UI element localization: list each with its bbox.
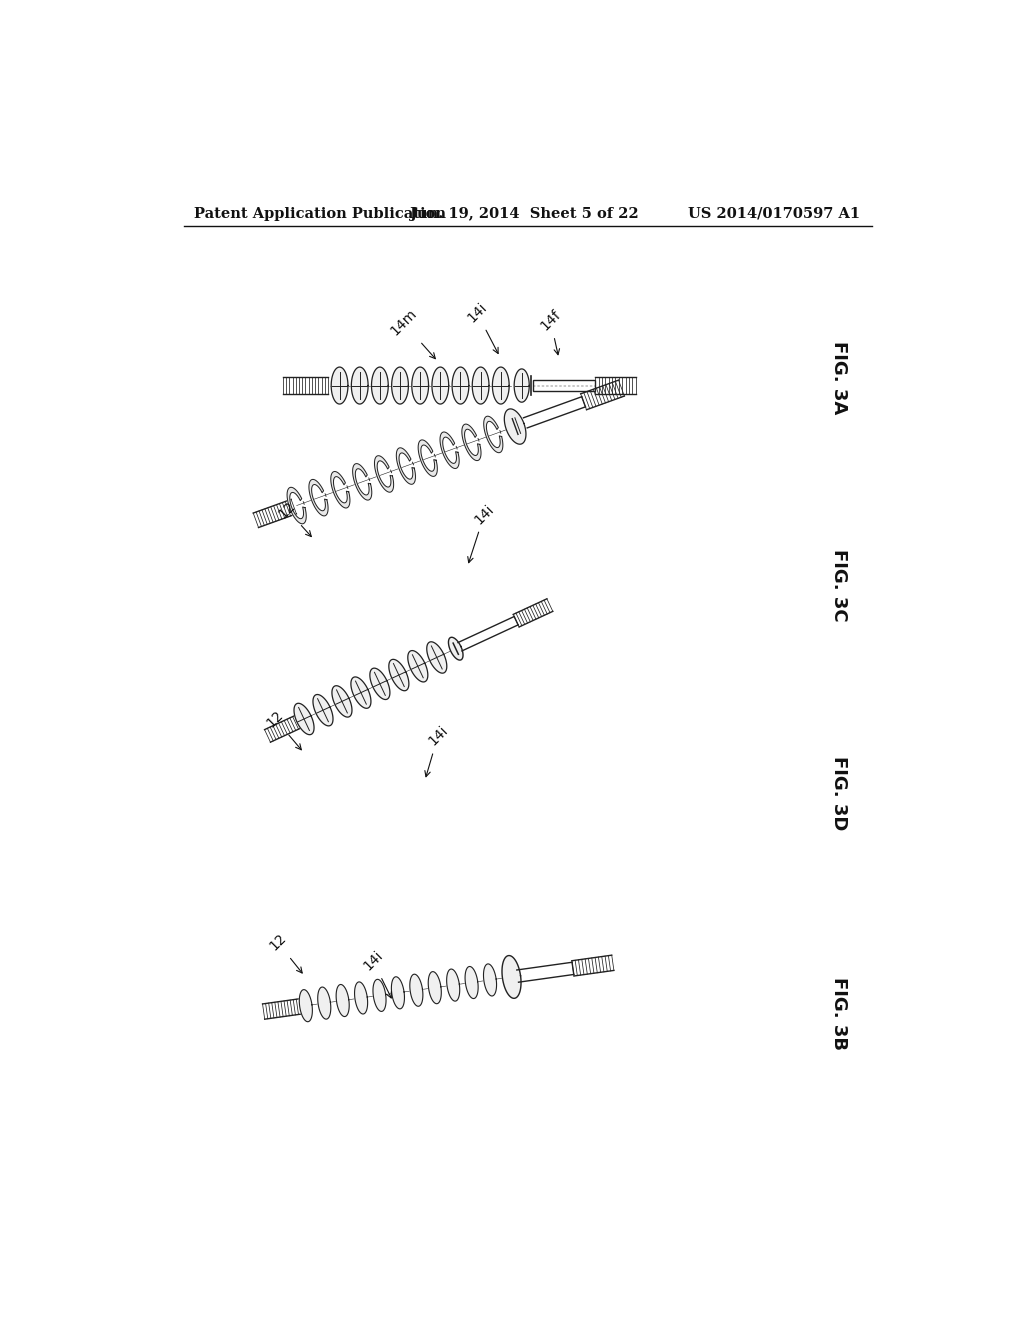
Polygon shape	[396, 447, 416, 484]
Polygon shape	[427, 642, 446, 673]
Text: US 2014/0170597 A1: US 2014/0170597 A1	[688, 207, 860, 220]
Polygon shape	[309, 479, 328, 516]
Text: 14m: 14m	[387, 306, 435, 359]
Polygon shape	[313, 694, 333, 726]
Polygon shape	[351, 677, 371, 709]
Text: FIG. 3B: FIG. 3B	[830, 977, 849, 1049]
Polygon shape	[375, 455, 393, 492]
Polygon shape	[336, 985, 349, 1016]
Polygon shape	[514, 368, 529, 403]
Polygon shape	[483, 964, 497, 997]
Polygon shape	[408, 651, 428, 682]
Polygon shape	[446, 969, 460, 1001]
Text: 14i: 14i	[360, 948, 391, 998]
Polygon shape	[428, 972, 441, 1003]
Polygon shape	[462, 424, 481, 461]
Polygon shape	[331, 471, 350, 508]
Polygon shape	[418, 440, 437, 477]
Text: FIG. 3C: FIG. 3C	[830, 549, 849, 622]
Bar	[534, 380, 595, 391]
Polygon shape	[317, 987, 331, 1019]
Polygon shape	[332, 685, 352, 717]
Text: 14i: 14i	[464, 300, 498, 354]
Polygon shape	[373, 979, 386, 1011]
Text: 14i: 14i	[425, 723, 451, 776]
Polygon shape	[472, 367, 489, 404]
Polygon shape	[502, 956, 521, 998]
Text: 12: 12	[266, 931, 302, 973]
Polygon shape	[440, 432, 459, 469]
Polygon shape	[389, 660, 409, 690]
Polygon shape	[352, 463, 372, 500]
Polygon shape	[354, 982, 368, 1014]
Polygon shape	[493, 367, 509, 404]
Polygon shape	[505, 409, 526, 445]
Polygon shape	[410, 974, 423, 1006]
Text: 12: 12	[275, 499, 311, 536]
Polygon shape	[331, 367, 348, 404]
Text: 14f: 14f	[538, 308, 563, 355]
Text: Jun. 19, 2014  Sheet 5 of 22: Jun. 19, 2014 Sheet 5 of 22	[411, 207, 639, 220]
Text: FIG. 3A: FIG. 3A	[830, 342, 849, 414]
Polygon shape	[449, 638, 463, 660]
Polygon shape	[465, 966, 478, 998]
Polygon shape	[391, 367, 409, 404]
Polygon shape	[483, 416, 503, 453]
Polygon shape	[351, 367, 368, 404]
Polygon shape	[299, 990, 312, 1022]
Polygon shape	[372, 367, 388, 404]
Text: FIG. 3D: FIG. 3D	[830, 756, 849, 830]
Polygon shape	[391, 977, 404, 1008]
Polygon shape	[453, 367, 469, 404]
Polygon shape	[412, 367, 429, 404]
Polygon shape	[370, 668, 390, 700]
Polygon shape	[294, 704, 314, 735]
Text: 14i: 14i	[468, 502, 497, 562]
Text: 12: 12	[264, 708, 301, 750]
Polygon shape	[287, 487, 306, 524]
Text: Patent Application Publication: Patent Application Publication	[194, 207, 445, 220]
Polygon shape	[432, 367, 449, 404]
